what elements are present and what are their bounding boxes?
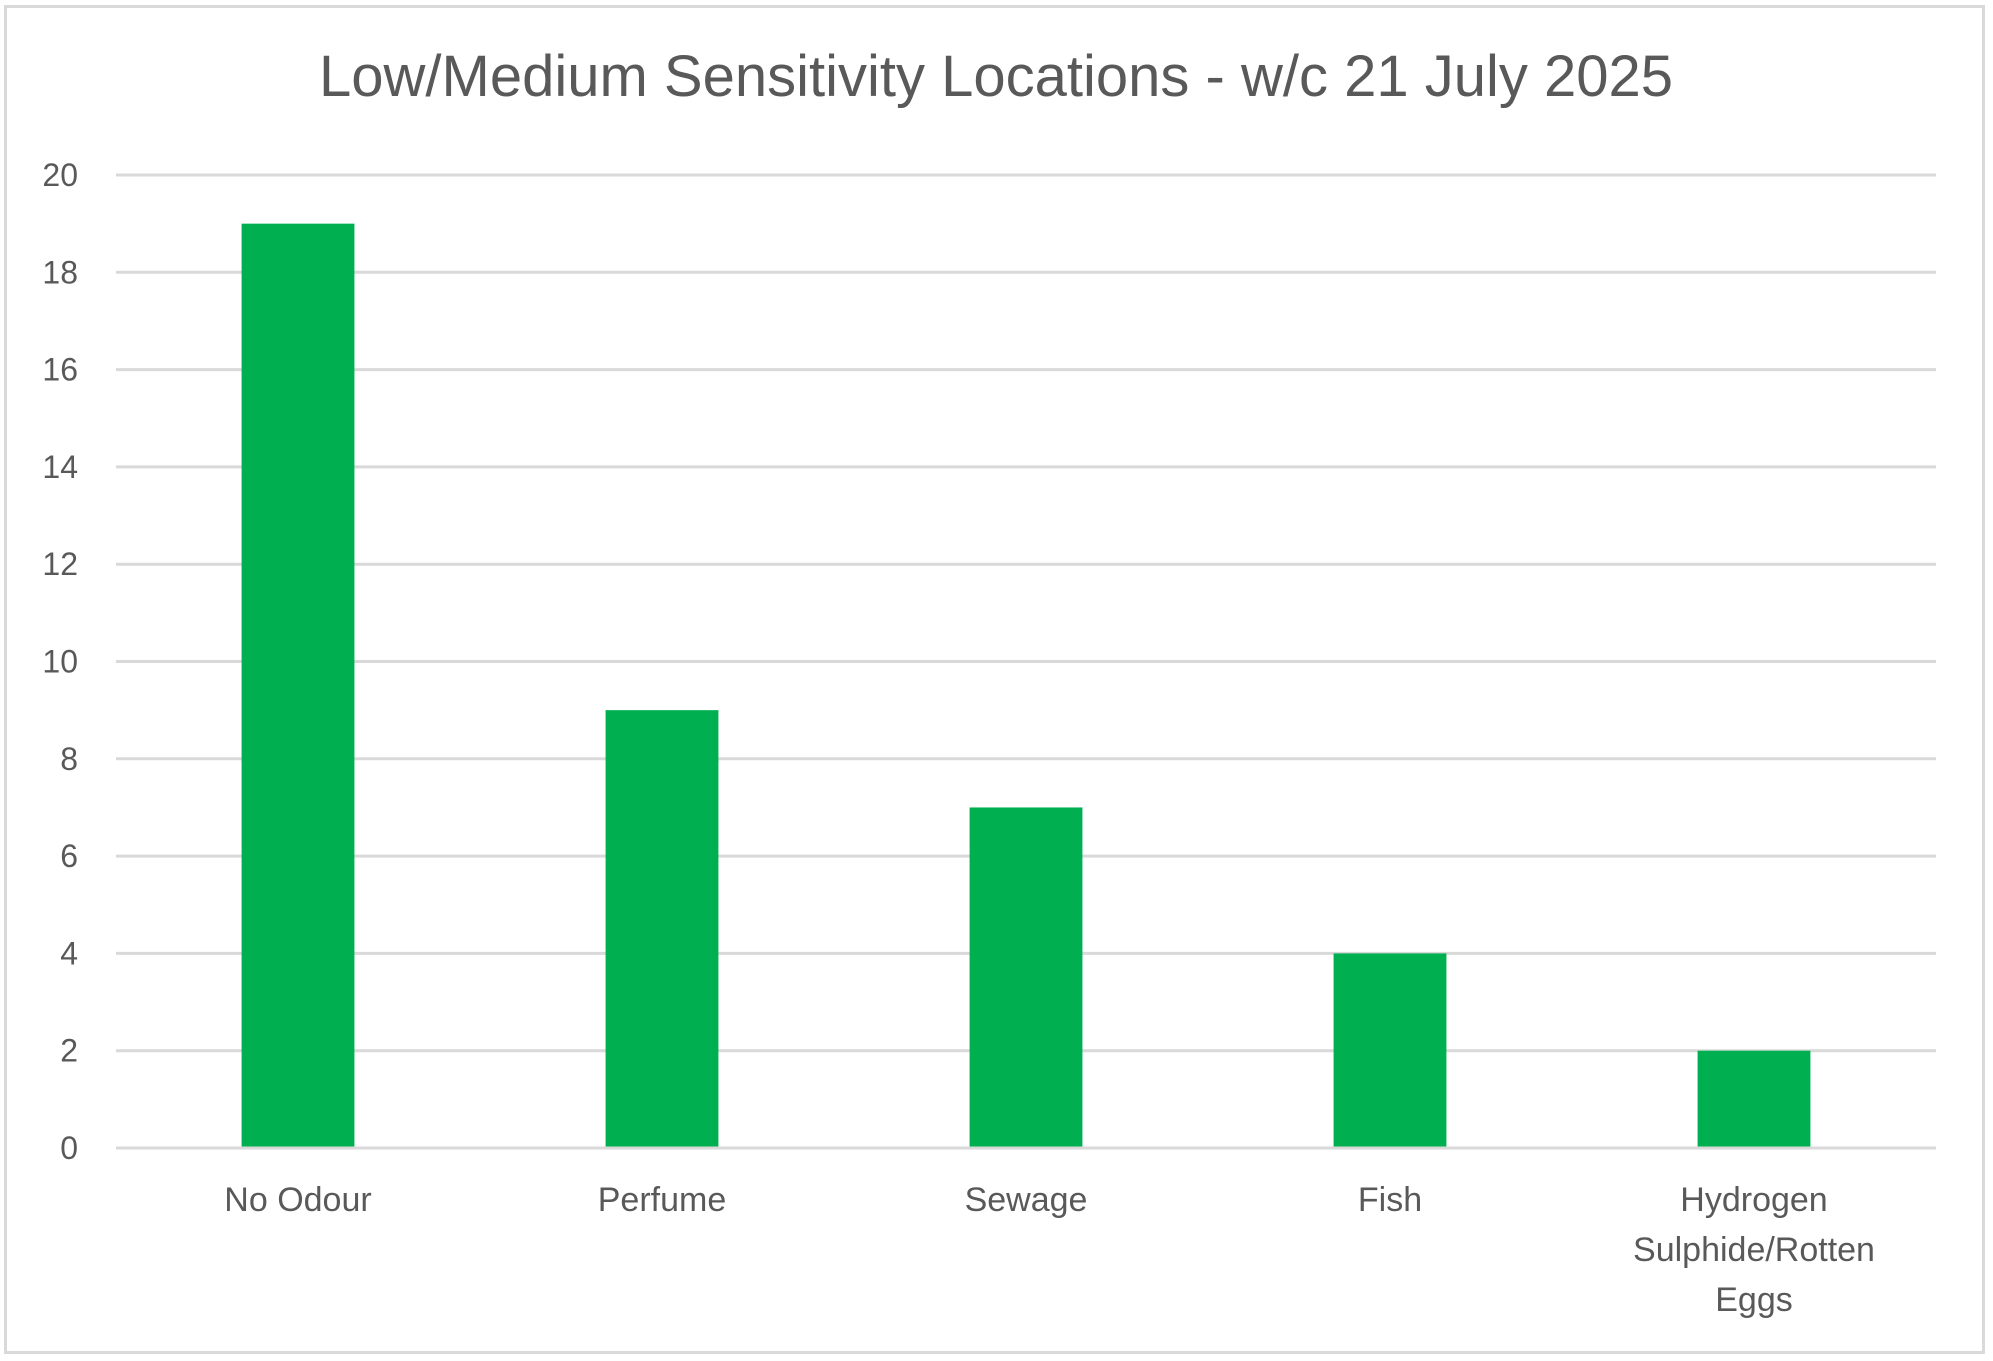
x-category-label: Fish [1358, 1181, 1422, 1219]
bar [1697, 1050, 1811, 1148]
y-tick-label: 20 [42, 157, 78, 193]
y-tick-label: 8 [60, 741, 78, 777]
x-category-label: Sulphide/Rotten [1633, 1231, 1875, 1269]
bar [605, 710, 719, 1148]
x-category-label: No Odour [224, 1181, 371, 1219]
x-category-label: Sewage [965, 1181, 1088, 1219]
x-axis-category-labels: No Odour Perfume Sewage Fish Hydrogen Sulphid… [224, 1181, 1875, 1319]
y-tick-label: 16 [42, 352, 78, 388]
y-tick-label: 10 [42, 644, 78, 680]
chart-title: Low/Medium Sensitivity Locations - w/c 2… [319, 44, 1673, 109]
y-tick-label: 14 [42, 449, 78, 485]
bar [1333, 953, 1447, 1148]
x-category-label: Perfume [598, 1181, 727, 1219]
bar [969, 807, 1083, 1148]
y-tick-label: 0 [60, 1130, 78, 1166]
y-tick-label: 4 [60, 935, 78, 971]
x-category-label: Eggs [1715, 1281, 1793, 1319]
y-tick-label: 12 [42, 546, 78, 582]
bars [241, 223, 1811, 1148]
y-axis-tick-labels: 0 2 4 6 8 10 12 14 16 18 20 [42, 157, 78, 1166]
y-tick-label: 6 [60, 838, 78, 874]
bar [241, 223, 355, 1148]
x-category-label: Hydrogen [1680, 1181, 1827, 1219]
y-tick-label: 18 [42, 254, 78, 290]
gridlines [116, 173, 1936, 1053]
y-tick-label: 2 [60, 1033, 78, 1069]
